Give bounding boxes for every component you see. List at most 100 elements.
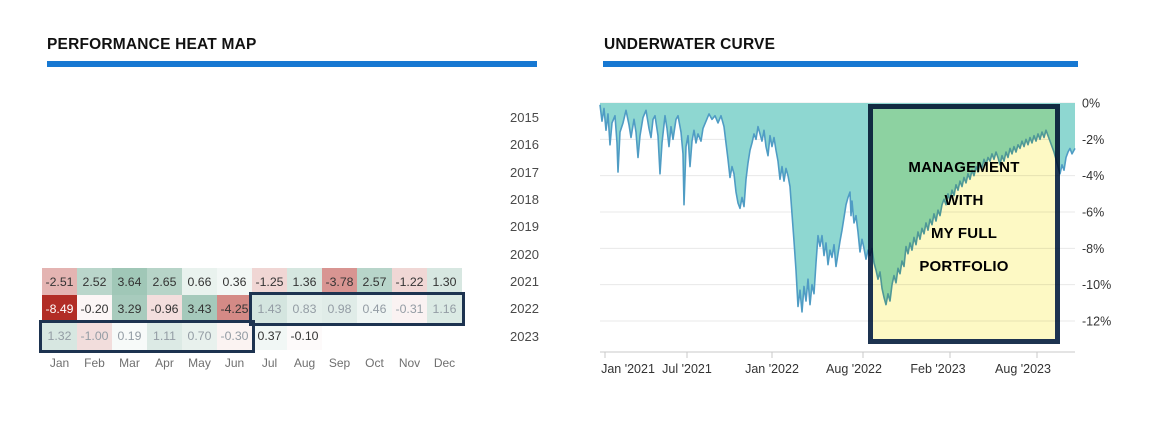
year-label: 2015	[510, 110, 539, 126]
heatmap-cell	[287, 159, 322, 186]
heatmap-cell	[217, 241, 252, 268]
heatmap-cell	[182, 159, 217, 186]
heatmap-cell	[147, 186, 182, 213]
heatmap-cell	[77, 186, 112, 213]
heatmap-title-underline	[47, 61, 537, 67]
heatmap-cell: -1.22	[392, 267, 427, 296]
month-label: Dec	[433, 356, 456, 370]
heatmap-cell	[427, 323, 462, 350]
y-axis-label: 0%	[1082, 97, 1100, 111]
heatmap-cell: 0.83	[287, 295, 322, 323]
x-axis-label: Jan '2022	[745, 362, 799, 376]
annotation-line: MY FULL	[930, 225, 998, 242]
heatmap-cell	[357, 159, 392, 186]
heatmap-cell: 0.98	[322, 295, 357, 323]
heatmap-cell: 0.19	[112, 322, 147, 350]
heatmap-cell	[357, 323, 392, 350]
heatmap-cell	[287, 104, 322, 131]
heatmap-cell	[322, 241, 357, 268]
month-label: Nov	[398, 356, 421, 370]
management-annotation-box: MANAGEMENT WITH MY FULL PORTFOLIO	[868, 104, 1060, 344]
heatmap-cell	[42, 241, 77, 268]
heatmap-cell	[427, 213, 462, 240]
heatmap-cell: 1.32	[42, 322, 77, 350]
year-label: 2021	[510, 274, 539, 290]
x-axis-label: Jul '2021	[662, 362, 712, 376]
y-axis-label: -12%	[1082, 315, 1111, 329]
heatmap-cell	[392, 323, 427, 350]
heatmap-title: PERFORMANCE HEAT MAP	[47, 36, 257, 53]
heatmap-cell: 1.16	[427, 295, 462, 323]
y-axis-label: -2%	[1082, 133, 1104, 147]
month-label: Sep	[328, 356, 351, 370]
heatmap-cell	[77, 159, 112, 186]
underwater-title: UNDERWATER CURVE	[604, 36, 776, 53]
month-label: Jun	[224, 356, 245, 370]
year-label: 2019	[510, 219, 539, 235]
heatmap-cell	[392, 104, 427, 131]
heatmap-cell: -2.51	[42, 267, 77, 296]
year-label: 2018	[510, 192, 539, 208]
heatmap-cell: 2.57	[357, 267, 392, 296]
heatmap-cell: 3.29	[112, 295, 147, 323]
year-label: 2022	[510, 301, 539, 317]
heatmap-cell: 3.43	[182, 295, 217, 323]
heatmap-cell: -8.49	[42, 295, 77, 323]
heatmap-cell: -4.25	[217, 295, 252, 323]
heatmap-cell: 0.46	[357, 295, 392, 323]
heatmap-cell	[77, 213, 112, 240]
y-axis-label: -10%	[1082, 278, 1111, 292]
heatmap-cell	[252, 131, 287, 158]
heatmap-cell	[112, 131, 147, 158]
annotation-line: MANAGEMENT	[908, 159, 1020, 176]
heatmap-cell	[182, 104, 217, 131]
heatmap-cell: -1.00	[77, 322, 112, 350]
year-label: 2016	[510, 137, 539, 153]
month-label: Mar	[119, 356, 140, 370]
x-axis-label: Feb '2023	[910, 362, 965, 376]
month-label: May	[188, 356, 211, 370]
heatmap-cell	[42, 186, 77, 213]
heatmap-cell: -0.31	[392, 295, 427, 323]
month-label: Feb	[84, 356, 105, 370]
heatmap-grid: 2015 2016 2017 2018 2019 2020 -2.51 2.52 3.64 2.6…	[42, 104, 572, 350]
heatmap-cell	[427, 241, 462, 268]
heatmap-cell	[112, 241, 147, 268]
heatmap-cell	[287, 131, 322, 158]
heatmap-cell	[42, 159, 77, 186]
underwater-title-underline	[603, 61, 1078, 67]
heatmap-cell: 1.11	[147, 322, 182, 350]
year-label: 2017	[510, 164, 539, 180]
y-axis-label: -4%	[1082, 169, 1104, 183]
heatmap-cell	[357, 131, 392, 158]
heatmap-cell	[217, 159, 252, 186]
heatmap-cell	[182, 131, 217, 158]
heatmap-month-axis: Jan Feb Mar Apr May Jun Jul Aug Sep Oct Nov Dec	[42, 356, 462, 370]
heatmap-cell	[252, 213, 287, 240]
heatmap-cell	[147, 104, 182, 131]
heatmap-cell: -0.96	[147, 295, 182, 323]
month-label: Apr	[155, 356, 174, 370]
heatmap-cell	[252, 186, 287, 213]
heatmap-cell: -0.10	[287, 322, 322, 350]
heatmap-cell: 0.70	[182, 322, 217, 350]
heatmap-cell: 1.30	[427, 267, 462, 296]
heatmap-cell	[427, 131, 462, 158]
heatmap-cell	[357, 186, 392, 213]
month-label: Jul	[261, 356, 278, 370]
heatmap-cell	[322, 323, 357, 350]
heatmap-cell	[147, 213, 182, 240]
heatmap-cell	[427, 104, 462, 131]
heatmap-cell: 2.52	[77, 267, 112, 296]
heatmap-cell	[392, 159, 427, 186]
heatmap-cell	[322, 213, 357, 240]
heatmap-cell: -1.25	[252, 267, 287, 296]
heatmap-cell	[252, 159, 287, 186]
month-label: Aug	[293, 356, 316, 370]
heatmap-cell: 1.36	[287, 267, 322, 296]
heatmap-cell	[322, 159, 357, 186]
performance-heatmap: 2015 2016 2017 2018 2019 2020 -2.51 2.52 3.64 2.6…	[39, 104, 582, 394]
heatmap-cell	[357, 104, 392, 131]
heatmap-cell	[112, 159, 147, 186]
